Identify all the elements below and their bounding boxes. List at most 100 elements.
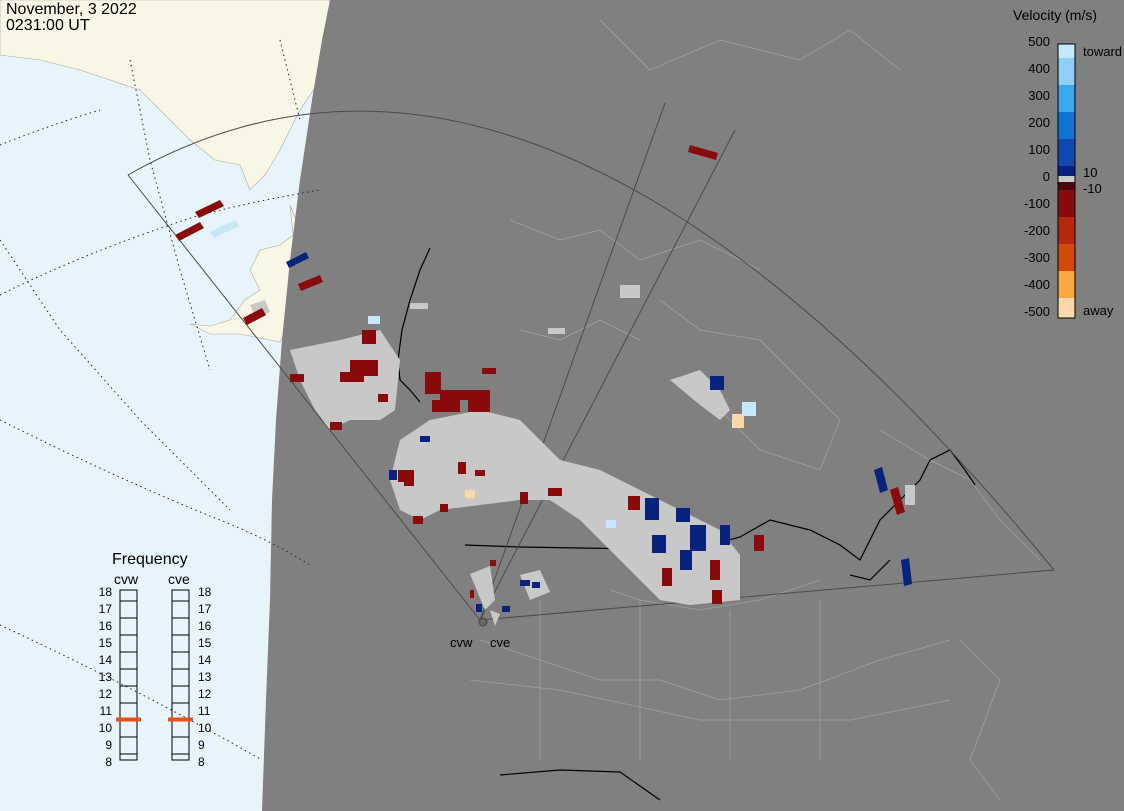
velocity-tick: 0	[1043, 169, 1050, 184]
velocity-cell	[340, 372, 364, 382]
date-label: November, 3 2022	[6, 1, 137, 18]
velocity-cell	[482, 368, 496, 374]
velocity-cell	[440, 390, 490, 400]
velocity-colorbar	[1057, 43, 1076, 319]
fov-outlines	[127, 102, 1055, 621]
velocity-tick: 300	[1028, 88, 1050, 103]
velocity-tick: -400	[1024, 277, 1050, 292]
velocity-tick: 400	[1028, 61, 1050, 76]
velocity-cell	[732, 414, 744, 428]
velocity-tick: -500	[1024, 304, 1050, 319]
velocity-cell	[676, 508, 690, 522]
freq-tick-left: 10	[99, 721, 113, 735]
freq-tick-right: 18	[198, 585, 212, 599]
velocity-cell	[475, 470, 485, 476]
freq-tick-right: 16	[198, 619, 212, 633]
freq-tick-left: 9	[105, 738, 112, 752]
velocity-cell	[690, 525, 706, 551]
velocity-cell	[286, 252, 309, 268]
velocity-cell	[195, 200, 224, 218]
velocity-cells	[175, 145, 912, 612]
freq-tick-right: 15	[198, 636, 212, 650]
velocity-cell	[368, 316, 380, 324]
velocity-cell	[420, 436, 430, 442]
freq-tick-right: 17	[198, 602, 212, 616]
radar-label-cvw: cvw	[450, 635, 473, 650]
velocity-tick-labels: 500 400 300 200 100 0 -100 -200 -300 -40…	[1024, 34, 1050, 319]
velocity-cell	[520, 580, 530, 586]
velocity-extra-labels: toward 10 -10 away	[1083, 44, 1122, 318]
velocity-extra-10: 10	[1083, 165, 1097, 180]
frequency-panel: cvw cve 18 18 17 17 16 16 15 15 14 14 13 13 12 12 11 11…	[99, 571, 212, 769]
freq-tick-right: 10	[198, 721, 212, 735]
freq-tick-right: 14	[198, 653, 212, 667]
velocity-cell	[440, 504, 448, 512]
velocity-tick: 200	[1028, 115, 1050, 130]
velocity-cell	[901, 558, 912, 586]
freq-tick-left: 16	[99, 619, 113, 633]
velocity-cell	[688, 145, 718, 160]
freq-marker-cvw	[116, 717, 141, 722]
velocity-cell	[458, 462, 466, 474]
velocity-tick: -200	[1024, 223, 1050, 238]
velocity-tick: -300	[1024, 250, 1050, 265]
freq-tick-left: 17	[99, 602, 113, 616]
away-label: away	[1083, 303, 1114, 318]
velocity-cell	[210, 220, 239, 238]
velocity-cell	[413, 516, 423, 524]
velocity-cell	[720, 525, 730, 545]
velocity-cell	[465, 490, 475, 498]
velocity-cell	[628, 496, 640, 510]
freq-column-cvw	[119, 589, 138, 761]
velocity-cell	[645, 498, 659, 520]
velocity-cell	[532, 582, 540, 588]
freq-radar-cve: cve	[168, 571, 190, 587]
latitude-circles	[0, 39, 321, 761]
freq-tick-left: 18	[99, 585, 113, 599]
velocity-tick: 100	[1028, 142, 1050, 157]
velocity-cell	[432, 400, 460, 412]
freq-radar-cvw: cvw	[114, 571, 139, 587]
velocity-cell	[874, 467, 888, 493]
frequency-title: Frequency	[112, 551, 188, 568]
freq-tick-left: 15	[99, 636, 113, 650]
velocity-cell	[742, 402, 756, 416]
freq-tick-right: 11	[198, 704, 211, 718]
velocity-cell	[175, 222, 204, 241]
velocity-cell	[298, 275, 323, 291]
toward-label: toward	[1083, 44, 1122, 59]
velocity-extra-minus10: -10	[1083, 181, 1102, 196]
velocity-cell	[330, 422, 342, 430]
velocity-cell	[378, 394, 388, 402]
radar-site-marker	[478, 617, 488, 627]
freq-tick-left: 13	[99, 670, 113, 684]
velocity-cell	[680, 550, 692, 570]
freq-tick-right: 12	[198, 687, 212, 701]
velocity-cell	[520, 492, 528, 504]
velocity-cell	[890, 487, 905, 515]
velocity-cell	[290, 374, 304, 382]
velocity-cell	[754, 535, 764, 551]
velocity-cell	[468, 400, 490, 412]
velocity-tick: -100	[1024, 196, 1050, 211]
velocity-cell	[404, 478, 414, 486]
velocity-cell	[362, 330, 376, 344]
velocity-cell	[476, 604, 482, 612]
sunlit-land	[0, 0, 331, 191]
velocity-cell	[652, 535, 666, 553]
velocity-cell	[712, 590, 722, 604]
velocity-cell	[490, 560, 496, 566]
velocity-cell	[606, 520, 616, 528]
velocity-cell	[470, 590, 474, 598]
velocity-cell	[389, 470, 397, 480]
freq-tick-left: 12	[99, 687, 113, 701]
velocity-cell	[502, 606, 510, 612]
radar-label-cve: cve	[490, 635, 510, 650]
freq-tick-right: 13	[198, 670, 212, 684]
velocity-cell	[243, 308, 266, 325]
velocity-legend-title: Velocity (m/s)	[1013, 7, 1098, 23]
velocity-cell	[425, 372, 441, 394]
freq-tick-right: 9	[198, 738, 205, 752]
velocity-tick: 500	[1028, 34, 1050, 49]
